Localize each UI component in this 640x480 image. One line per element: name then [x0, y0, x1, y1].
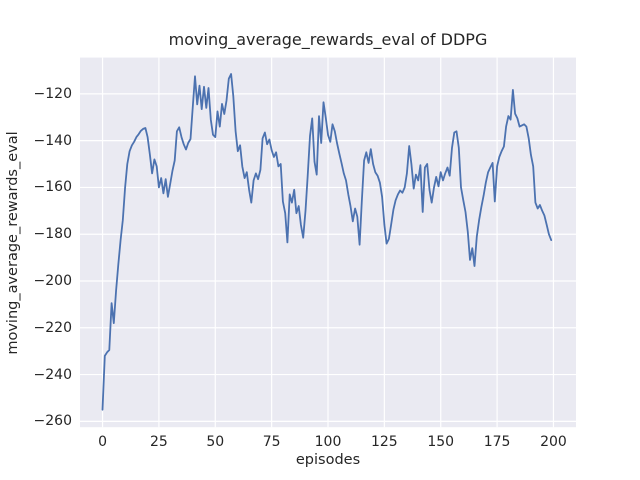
x-tick-label: 150	[427, 434, 455, 451]
x-tick-label: 100	[314, 434, 342, 451]
y-tick-label: −240	[33, 366, 72, 383]
x-tick-label: 175	[483, 434, 511, 451]
x-tick-label: 50	[206, 434, 225, 451]
y-axis-label: moving_average_rewards_eval	[5, 131, 21, 355]
y-tick-label: −200	[33, 272, 72, 289]
y-tick-label: −260	[33, 413, 72, 430]
gridlines	[80, 57, 576, 428]
y-tick-label: −120	[33, 85, 72, 102]
line-series-group	[101, 73, 553, 411]
y-tick-label: −160	[33, 179, 72, 196]
y-tick-label: −220	[33, 319, 72, 336]
x-tick-label: 200	[540, 434, 567, 451]
y-tick-label: −140	[33, 132, 72, 149]
x-tick-label: 125	[370, 434, 398, 451]
x-tick-label: 75	[262, 434, 281, 451]
chart-title: moving_average_rewards_eval of DDPG	[168, 30, 488, 49]
x-tick-label: 0	[98, 434, 107, 451]
x-tick-label: 25	[149, 434, 168, 451]
x-axis-label: episodes	[295, 452, 361, 468]
data-line	[101, 73, 553, 411]
y-tick-label: −180	[33, 226, 72, 243]
